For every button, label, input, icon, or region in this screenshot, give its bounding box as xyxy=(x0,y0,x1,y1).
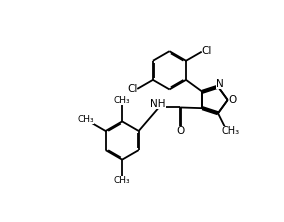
Text: O: O xyxy=(229,95,237,105)
Text: Cl: Cl xyxy=(127,84,137,94)
Text: N: N xyxy=(216,79,224,89)
Text: O: O xyxy=(176,127,184,137)
Text: Cl: Cl xyxy=(202,46,212,56)
Text: CH₃: CH₃ xyxy=(78,115,94,124)
Text: CH₃: CH₃ xyxy=(114,96,130,105)
Text: CH₃: CH₃ xyxy=(114,176,130,185)
Text: NH: NH xyxy=(151,99,166,109)
Text: CH₃: CH₃ xyxy=(222,126,240,136)
